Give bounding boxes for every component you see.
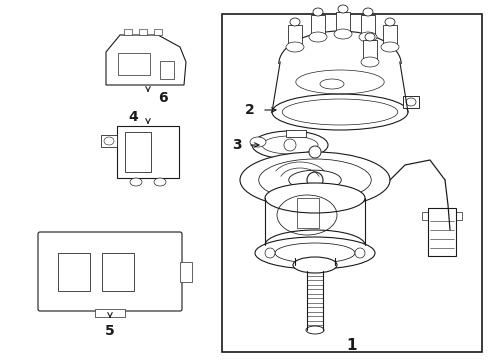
- Bar: [102, 253, 134, 291]
- Polygon shape: [106, 35, 186, 85]
- Bar: [336, 12, 350, 34]
- Text: 4: 4: [128, 110, 138, 124]
- Ellipse shape: [252, 131, 328, 159]
- Ellipse shape: [130, 178, 142, 186]
- Ellipse shape: [240, 152, 390, 208]
- Ellipse shape: [154, 178, 166, 186]
- FancyBboxPatch shape: [38, 232, 182, 311]
- Ellipse shape: [250, 137, 266, 147]
- Bar: [118, 53, 150, 75]
- Bar: [222, 14, 482, 352]
- Ellipse shape: [306, 326, 324, 334]
- Bar: [95, 309, 125, 317]
- Ellipse shape: [385, 18, 395, 26]
- Bar: [180, 262, 192, 282]
- Bar: [101, 135, 117, 147]
- Ellipse shape: [309, 32, 327, 42]
- Bar: [361, 15, 375, 37]
- Ellipse shape: [272, 94, 408, 130]
- Circle shape: [355, 248, 365, 258]
- Circle shape: [307, 172, 323, 188]
- Ellipse shape: [365, 33, 375, 41]
- Ellipse shape: [363, 8, 373, 16]
- Text: 5: 5: [105, 324, 115, 338]
- Ellipse shape: [338, 5, 348, 13]
- Bar: [288, 25, 302, 47]
- Ellipse shape: [293, 257, 337, 273]
- Ellipse shape: [334, 29, 352, 39]
- Text: 1: 1: [347, 338, 357, 354]
- Bar: [403, 96, 419, 108]
- Text: 3: 3: [232, 138, 242, 152]
- Bar: [154, 29, 162, 35]
- Ellipse shape: [265, 183, 365, 213]
- Bar: [297, 198, 319, 228]
- Bar: [125, 132, 151, 172]
- Bar: [428, 208, 456, 256]
- Text: 2: 2: [245, 103, 255, 117]
- Bar: [422, 212, 428, 220]
- Ellipse shape: [313, 8, 323, 16]
- Bar: [456, 212, 462, 220]
- Bar: [139, 29, 147, 35]
- Ellipse shape: [286, 42, 304, 52]
- Bar: [286, 130, 306, 137]
- Bar: [58, 253, 90, 291]
- Circle shape: [309, 146, 321, 158]
- Ellipse shape: [381, 42, 399, 52]
- Ellipse shape: [290, 18, 300, 26]
- Ellipse shape: [265, 230, 365, 260]
- Bar: [383, 25, 397, 47]
- Bar: [363, 40, 377, 62]
- Ellipse shape: [255, 237, 375, 269]
- Bar: [124, 29, 132, 35]
- Circle shape: [265, 248, 275, 258]
- Bar: [117, 126, 179, 178]
- Bar: [311, 15, 325, 37]
- Ellipse shape: [359, 32, 377, 42]
- Circle shape: [284, 139, 296, 151]
- Text: 6: 6: [158, 91, 168, 105]
- Ellipse shape: [361, 57, 379, 67]
- Bar: [160, 61, 174, 79]
